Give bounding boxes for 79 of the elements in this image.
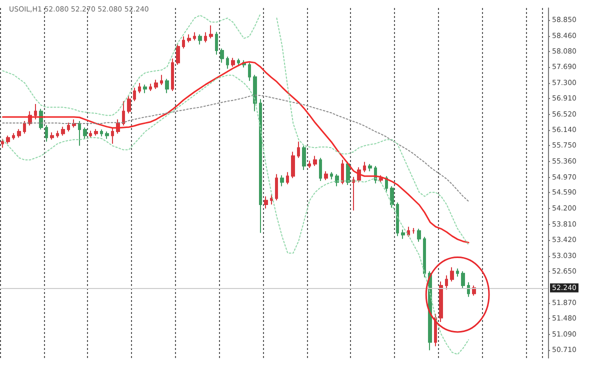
candlestick xyxy=(78,120,81,146)
candlestick xyxy=(215,31,218,56)
candlestick xyxy=(204,32,207,43)
candlestick xyxy=(423,236,426,278)
candlestick xyxy=(89,130,92,138)
candlestick xyxy=(280,174,284,187)
candlestick xyxy=(450,266,454,282)
candlestick xyxy=(154,79,158,90)
candlestick xyxy=(330,172,333,180)
candlestick xyxy=(198,34,202,45)
candlestick xyxy=(407,226,410,238)
candlestick xyxy=(445,274,448,290)
candlestick xyxy=(220,48,224,64)
candlestick xyxy=(143,84,147,94)
candlestick xyxy=(1,138,4,148)
line-series xyxy=(2,74,470,355)
candlestick xyxy=(187,34,191,43)
candlestick xyxy=(390,186,394,208)
candlestick xyxy=(297,141,300,158)
candlestick xyxy=(352,176,355,212)
candlestick xyxy=(308,160,311,169)
candlestick xyxy=(417,228,421,242)
candlestick xyxy=(149,83,152,92)
candlestick xyxy=(6,135,10,144)
candlestick xyxy=(67,122,70,132)
candlestick xyxy=(286,172,289,185)
candlestick xyxy=(122,100,125,126)
candlestick xyxy=(401,229,405,240)
candlestick xyxy=(270,194,273,205)
candlestick xyxy=(50,132,54,140)
candlestick xyxy=(133,87,136,102)
candlestick xyxy=(313,155,317,166)
candlestick xyxy=(83,127,87,140)
candlestick xyxy=(368,163,372,172)
candlestick xyxy=(12,132,15,140)
candlestick xyxy=(23,120,26,134)
candlestick xyxy=(412,227,415,234)
candlestick xyxy=(94,128,98,136)
candlestick xyxy=(396,202,399,237)
candlestick xyxy=(171,58,174,92)
candlestick xyxy=(160,74,163,86)
line-series xyxy=(2,94,470,202)
candlestick xyxy=(264,196,268,210)
candlestick xyxy=(439,280,443,322)
candlestick xyxy=(193,32,196,41)
candlestick xyxy=(259,98,262,234)
candlestick xyxy=(45,124,48,142)
candlestick xyxy=(324,170,328,181)
candlestick xyxy=(182,36,185,50)
candlestick xyxy=(341,159,344,185)
candlestick xyxy=(467,282,470,298)
candlestick xyxy=(105,131,109,140)
candlestick xyxy=(237,58,240,66)
candlestick xyxy=(56,130,59,138)
line-series xyxy=(2,61,470,244)
candlestick xyxy=(176,42,180,66)
candlestick xyxy=(17,128,21,138)
candlestick xyxy=(319,157,322,182)
candlestick xyxy=(379,174,383,183)
candlestick xyxy=(100,129,103,137)
candlestick xyxy=(456,268,459,278)
candlestick xyxy=(226,56,229,70)
candlestick xyxy=(253,74,257,112)
candlestick xyxy=(275,174,278,201)
candlestick xyxy=(209,24,213,39)
candlestick xyxy=(248,62,251,82)
candlestick xyxy=(165,78,169,94)
candlestick xyxy=(291,151,295,179)
candlestick xyxy=(461,270,465,290)
candlestick xyxy=(231,57,235,68)
candlestick xyxy=(127,95,131,114)
candlestick xyxy=(72,118,76,128)
candlestick xyxy=(302,145,306,171)
candlestick xyxy=(111,128,114,144)
candlestick xyxy=(34,104,37,120)
candlestick xyxy=(61,126,65,136)
candlestick xyxy=(363,161,366,173)
candlestick xyxy=(138,82,141,94)
candlestick xyxy=(346,161,350,186)
